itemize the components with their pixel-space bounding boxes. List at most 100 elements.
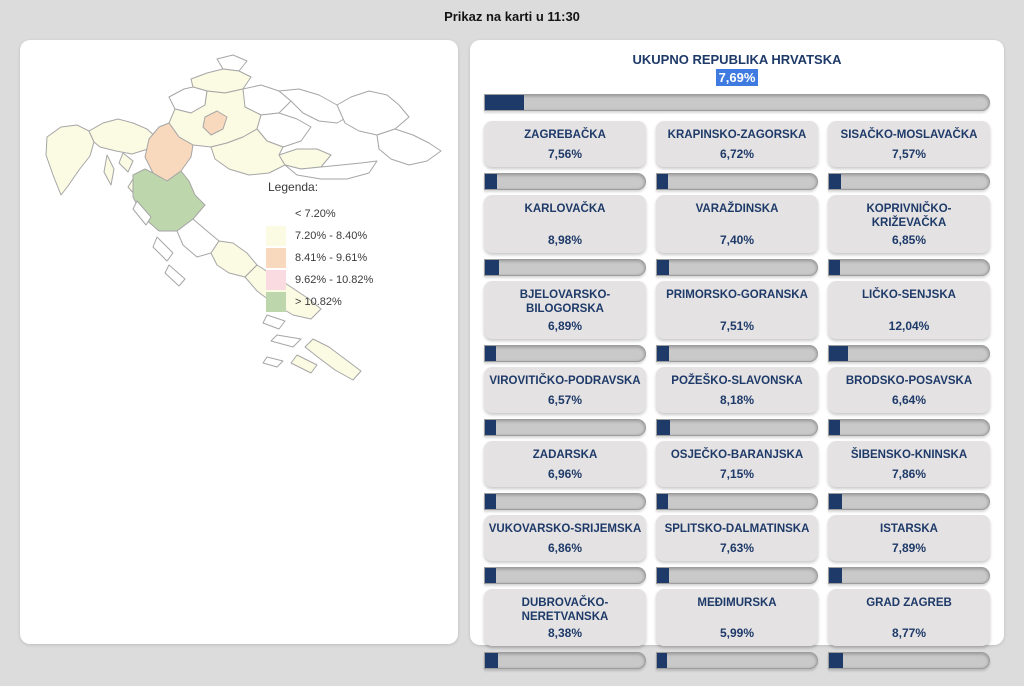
county-progressbar [484, 173, 646, 190]
county-value: 8,38% [547, 626, 583, 641]
map-legend: Legenda: < 7.20% 7.20% - 8.40% 8.41% - 9… [266, 180, 373, 313]
county-name: MEĐIMURSKA [697, 596, 777, 609]
map-region-grad-zagreb[interactable] [202, 110, 228, 136]
county-value: 6,72% [719, 147, 755, 161]
croatia-map-svg [45, 54, 442, 381]
county-card: KARLOVAČKA 8,98% [484, 195, 646, 253]
map-region-otok-krk[interactable] [118, 152, 134, 173]
county-block: LIČKO-SENJSKA 12,04% [828, 280, 990, 362]
county-card: KOPRIVNIČKO-KRIŽEVAČKA 6,85% [828, 195, 990, 253]
county-name: KOPRIVNIČKO-KRIŽEVAČKA [866, 203, 952, 230]
county-progress-fill [485, 419, 496, 435]
map-region-vukovarsko-srijemska[interactable] [376, 128, 442, 166]
county-card: VUKOVARSKO-SRIJEMSKA 6,86% [484, 514, 646, 561]
map-region-medjimurska[interactable] [216, 54, 248, 72]
map-region-otok-hvar[interactable] [270, 334, 302, 348]
map-region-istarska[interactable] [45, 124, 95, 196]
county-block: VUKOVARSKO-SRIJEMSKA 6,86% [484, 514, 646, 584]
county-grid: ZAGREBAČKA 7,56% KRAPINSKO-ZAGORSKA 6,72… [484, 121, 990, 670]
county-progressbar [828, 566, 990, 584]
county-progress-fill [485, 345, 497, 361]
legend-swatch [266, 291, 286, 312]
county-value: 6,96% [547, 466, 583, 481]
county-block: SISAČKO-MOSLAVAČKA 7,57% [828, 121, 990, 190]
county-value: 12,04% [888, 318, 930, 333]
county-progress-fill [485, 259, 500, 275]
county-card: VIROVITIČKO-PODRAVSKA 6,57% [484, 366, 646, 413]
county-block: BJELOVARSKO-BILOGORSKA 6,89% [484, 280, 646, 362]
total-value: 7,69% [715, 69, 759, 86]
county-card: ZAGREBAČKA 7,56% [484, 121, 646, 167]
legend-label: 9.62% - 10.82% [295, 273, 374, 286]
county-card: ZADARSKA 6,96% [484, 440, 646, 487]
county-card: ŠIBENSKO-KNINSKA 7,86% [828, 440, 990, 487]
map-region-otok-cres[interactable] [103, 154, 115, 186]
county-progressbar [484, 566, 646, 584]
map-region-otok-brac[interactable] [262, 314, 286, 330]
county-value: 7,89% [891, 540, 927, 555]
legend-title: Legenda: [268, 180, 319, 194]
county-value: 8,18% [719, 392, 755, 407]
map-region-dubrovacko-neretvanska[interactable] [304, 338, 362, 381]
county-name: BJELOVARSKO-BILOGORSKA [519, 288, 611, 316]
county-value: 7,40% [719, 232, 755, 247]
county-card: MEĐIMURSKA 5,99% [656, 588, 818, 647]
legend-swatch [266, 225, 286, 246]
county-value: 6,85% [891, 232, 927, 247]
county-block: DUBROVAČKO-NERETVANSKA 8,38% [484, 588, 646, 670]
county-name: ISTARSKA [880, 522, 938, 535]
county-block: ZADARSKA 6,96% [484, 440, 646, 510]
county-name: VUKOVARSKO-SRIJEMSKA [488, 522, 642, 535]
page-title: Prikaz na karti u 11:30 [444, 9, 580, 24]
county-value: 8,77% [891, 626, 927, 641]
county-progress-fill [829, 419, 840, 435]
county-name: SPLITSKO-DALMATINSKA [664, 522, 810, 535]
county-progressbar [828, 418, 990, 436]
county-progress-fill [657, 567, 670, 583]
county-progress-fill [485, 653, 499, 669]
county-progressbar [656, 492, 818, 510]
county-value: 6,57% [547, 392, 583, 407]
county-progressbar [484, 492, 646, 510]
legend-label: < 7.20% [295, 207, 336, 220]
county-progressbar [828, 652, 990, 670]
county-card: SISAČKO-MOSLAVAČKA 7,57% [828, 121, 990, 167]
map-region-otok-pag[interactable] [132, 200, 152, 226]
county-card: GRAD ZAGREB 8,77% [828, 588, 990, 647]
map-region-zadar-otoci-1[interactable] [152, 236, 174, 262]
legend-swatch [266, 203, 286, 224]
county-card: PRIMORSKO-GORANSKA 7,51% [656, 280, 818, 339]
county-progress-fill [657, 345, 670, 361]
county-value: 6,64% [891, 392, 927, 407]
county-block: PRIMORSKO-GORANSKA 7,51% [656, 280, 818, 362]
county-progressbar [656, 258, 818, 276]
county-progressbar [484, 418, 646, 436]
map-region-osjecko-baranjska[interactable] [336, 90, 410, 136]
county-block: POŽEŠKO-SLAVONSKA 8,18% [656, 366, 818, 436]
county-name: VIROVITIČKO-PODRAVSKA [489, 374, 641, 387]
county-block: OSJEČKO-BARANJSKA 7,15% [656, 440, 818, 510]
county-progress-fill [485, 174, 498, 189]
map-region-brodsko-posavska[interactable] [284, 160, 378, 180]
county-card: SPLITSKO-DALMATINSKA 7,63% [656, 514, 818, 561]
county-progressbar [828, 492, 990, 510]
county-progressbar [656, 418, 818, 436]
county-block: VARAŽDINSKA 7,40% [656, 195, 818, 276]
results-panel: UKUPNO REPUBLIKA HRVATSKA 7,69% ZAGREBAČ… [470, 40, 1004, 670]
county-name: OSJEČKO-BARANJSKA [670, 448, 804, 461]
county-block: ISTARSKA 7,89% [828, 514, 990, 584]
total-title: UKUPNO REPUBLIKA HRVATSKA [632, 52, 842, 67]
county-value: 7,63% [719, 540, 755, 555]
map-region-peljesac[interactable] [290, 354, 318, 374]
county-value: 5,99% [719, 626, 755, 641]
map-region-zadar-otoci-2[interactable] [164, 264, 186, 287]
county-card: KRAPINSKO-ZAGORSKA 6,72% [656, 121, 818, 167]
county-progress-fill [829, 567, 842, 583]
map-region-otok-korcula[interactable] [262, 356, 284, 368]
county-card: POŽEŠKO-SLAVONSKA 8,18% [656, 366, 818, 413]
county-block: BRODSKO-POSAVSKA 6,64% [828, 366, 990, 436]
county-name: GRAD ZAGREB [866, 596, 952, 609]
legend-label: 7.20% - 8.40% [295, 229, 368, 242]
county-progress-fill [829, 345, 849, 361]
map-panel: Legenda: < 7.20% 7.20% - 8.40% 8.41% - 9… [20, 40, 458, 644]
